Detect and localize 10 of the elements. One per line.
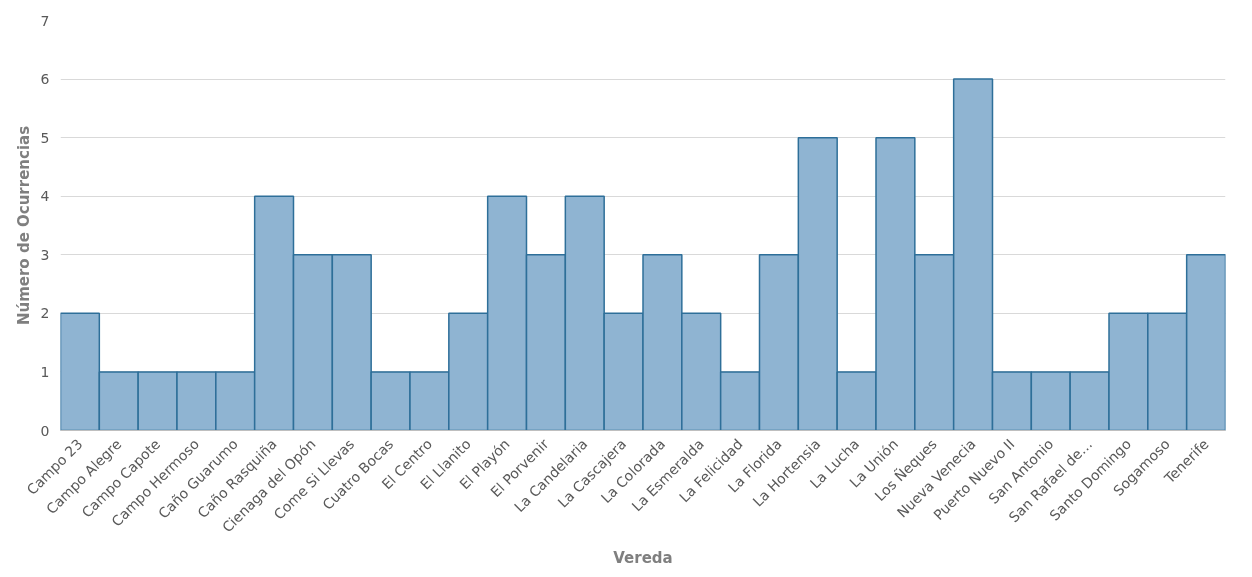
y-tick-label: 1 <box>40 363 50 380</box>
y-tick-label: 7 <box>40 12 50 29</box>
y-tick-label: 0 <box>40 422 50 439</box>
y-tick-label: 4 <box>40 188 50 205</box>
y-tick-label: 3 <box>40 246 50 263</box>
x-axis-title: Vereda <box>613 549 673 568</box>
y-axis-title: Número de Ocurrencias <box>14 125 33 326</box>
y-tick-label: 6 <box>40 71 50 88</box>
y-tick-label: 2 <box>40 305 50 322</box>
y-tick-label: 5 <box>40 129 50 146</box>
